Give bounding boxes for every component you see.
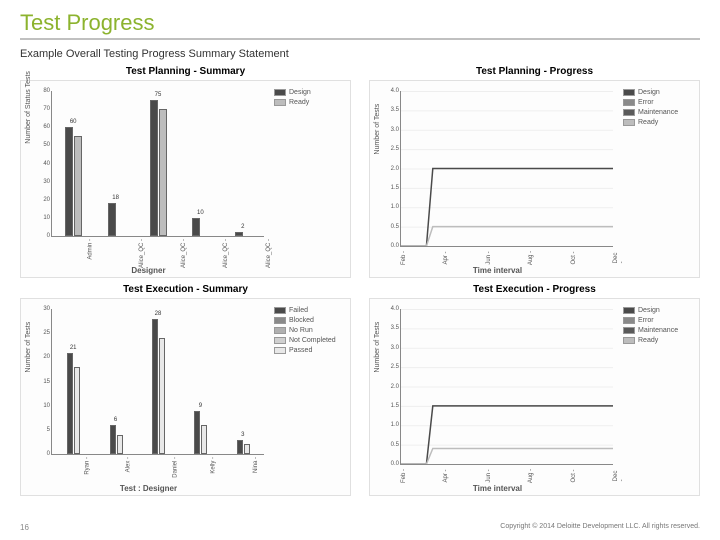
legend-item: Failed — [274, 307, 348, 314]
panel-bottom-right: Test Execution - Progress Number of Test… — [369, 284, 700, 496]
bar — [159, 338, 165, 454]
legend-item: Not Completed — [274, 337, 348, 344]
legend-item: Error — [623, 99, 697, 106]
bar — [74, 367, 80, 454]
legend-item: Maintenance — [623, 109, 697, 116]
chart-grid: Test Planning - Summary Number of Status… — [20, 66, 700, 496]
legend-item: Ready — [274, 99, 348, 106]
bar — [152, 319, 158, 454]
slide: Test Progress Example Overall Testing Pr… — [0, 0, 720, 540]
legend-item: Design — [274, 89, 348, 96]
bar — [192, 218, 200, 236]
bar — [117, 435, 123, 454]
legend: Failed Blocked No Run Not Completed Passed — [272, 299, 350, 495]
legend-item: Design — [623, 89, 697, 96]
bar-chart: Number of Tests 05101520253021Ryan -6Ale… — [29, 305, 268, 491]
page-number: 16 — [20, 523, 29, 532]
legend-item: Error — [623, 317, 697, 324]
legend: Design Error Maintenance Ready — [621, 81, 699, 277]
bar — [201, 425, 207, 454]
title-underline — [20, 38, 700, 40]
subtitle: Example Overall Testing Progress Summary… — [20, 48, 700, 60]
legend-item: Design — [623, 307, 697, 314]
panel-title: Test Execution - Progress — [369, 284, 700, 295]
x-axis-label: Time interval — [473, 266, 522, 275]
legend-item: Passed — [274, 347, 348, 354]
bar — [110, 425, 116, 454]
panel-title: Test Planning - Summary — [20, 66, 351, 77]
line-chart: Number of Tests 0.00.51.01.52.02.53.03.5… — [378, 305, 617, 491]
bar — [194, 411, 200, 455]
panel-top-left: Test Planning - Summary Number of Status… — [20, 66, 351, 278]
legend: Design Ready — [272, 81, 350, 277]
copyright: Copyright © 2014 Deloitte Development LL… — [500, 523, 700, 532]
legend-item: Blocked — [274, 317, 348, 324]
bar — [235, 232, 243, 236]
bar — [74, 136, 82, 236]
x-axis-label: Time interval — [473, 484, 522, 493]
plot-area: 0.00.51.01.52.02.53.03.54.0Feb -Apr -Jun… — [400, 91, 613, 247]
legend-item: Ready — [623, 119, 697, 126]
chart-wrap: Number of Tests 0.00.51.01.52.02.53.03.5… — [369, 298, 700, 496]
panel-title: Test Execution - Summary — [20, 284, 351, 295]
x-axis-label: Test : Designer — [120, 484, 177, 493]
panel-top-right: Test Planning - Progress Number of Tests… — [369, 66, 700, 278]
bar-chart: Number of Status Tests 01020304050607080… — [29, 87, 268, 273]
panel-title: Test Planning - Progress — [369, 66, 700, 77]
chart-wrap: Number of Tests 0.00.51.01.52.02.53.03.5… — [369, 80, 700, 278]
bar — [108, 203, 116, 236]
bar — [65, 127, 73, 236]
bar — [237, 440, 243, 455]
chart-wrap: Number of Tests 05101520253021Ryan -6Ale… — [20, 298, 351, 496]
bar — [159, 109, 167, 236]
line-chart: Number of Tests 0.00.51.01.52.02.53.03.5… — [378, 87, 617, 273]
panel-bottom-left: Test Execution - Summary Number of Tests… — [20, 284, 351, 496]
y-axis-label: Number of Tests — [25, 322, 32, 373]
page-title: Test Progress — [20, 10, 700, 36]
y-axis-label: Number of Tests — [374, 104, 381, 155]
chart-wrap: Number of Status Tests 01020304050607080… — [20, 80, 351, 278]
bar — [150, 100, 158, 236]
y-axis-label: Number of Status Tests — [25, 71, 32, 144]
legend: Design Error Maintenance Ready — [621, 299, 699, 495]
plot-area: 05101520253021Ryan -6Alex -28Daniel -9Ke… — [51, 309, 264, 455]
legend-item: Ready — [623, 337, 697, 344]
legend-item: No Run — [274, 327, 348, 334]
y-axis-label: Number of Tests — [374, 322, 381, 373]
plot-area: 0102030405060708060Admin -18Alice_QC -75… — [51, 91, 264, 237]
plot-area: 0.00.51.01.52.02.53.03.54.0Feb -Apr -Jun… — [400, 309, 613, 465]
footer: 16 Copyright © 2014 Deloitte Development… — [20, 523, 700, 532]
bar — [67, 353, 73, 455]
x-axis-label: Designer — [131, 266, 165, 275]
legend-item: Maintenance — [623, 327, 697, 334]
bar — [244, 444, 250, 454]
